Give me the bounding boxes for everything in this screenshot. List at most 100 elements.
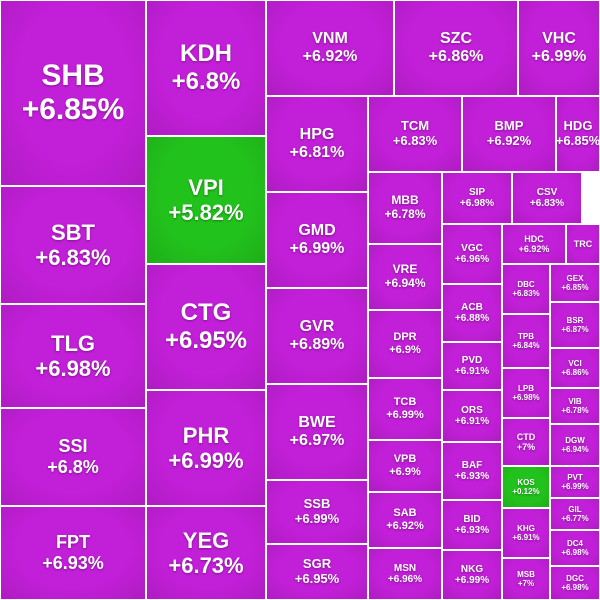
tile-change: +6.99% <box>289 240 345 257</box>
tile-sab[interactable]: SAB +6.92% <box>368 492 442 548</box>
tile-kos[interactable]: KOS +0.12% <box>502 466 550 508</box>
tile-symbol: ACB <box>461 301 483 313</box>
tile-change: +6.89% <box>289 336 345 353</box>
tile-change: +6.9% <box>389 344 421 356</box>
tile-change: +6.99% <box>294 511 340 526</box>
tile-dbc[interactable]: DBC +6.83% <box>502 264 550 314</box>
tile-symbol: TPB <box>518 331 534 341</box>
tile-vgc[interactable]: VGC +6.96% <box>442 224 502 284</box>
tile-fpt[interactable]: FPT +6.93% <box>0 506 146 600</box>
tile-symbol: TLG <box>51 330 95 356</box>
tile-khg[interactable]: KHG +6.91% <box>502 508 550 558</box>
tile-vci[interactable]: VCI +6.86% <box>550 348 600 388</box>
tile-symbol: BAF <box>461 459 483 471</box>
tile-symbol: CSV <box>536 186 558 198</box>
tile-change: +6.78% <box>384 207 426 221</box>
tile-hpg[interactable]: HPG +6.81% <box>266 96 368 192</box>
tile-change: +6.73% <box>168 553 244 578</box>
tile-szc[interactable]: SZC +6.86% <box>394 0 518 96</box>
tile-symbol: VHC <box>542 29 576 47</box>
tile-symbol: HPG <box>299 125 335 143</box>
tile-ssi[interactable]: SSI +6.8% <box>0 408 146 506</box>
tile-change: +6.93% <box>42 553 104 573</box>
tile-bsr[interactable]: BSR +6.87% <box>550 302 600 348</box>
tile-change: +6.93% <box>454 525 490 536</box>
tile-symbol: YEG <box>182 527 230 553</box>
tile-gmd[interactable]: GMD +6.99% <box>266 192 368 288</box>
tile-vpb[interactable]: VPB +6.9% <box>368 440 442 492</box>
tile-symbol: GEX <box>566 273 584 283</box>
tile-change: +6.87% <box>561 325 589 334</box>
tile-change: +6.96% <box>387 574 423 585</box>
tile-gvr[interactable]: GVR +6.89% <box>266 288 368 384</box>
tile-ctg[interactable]: CTG +6.95% <box>146 264 266 390</box>
tile-symbol: VCI <box>568 358 582 368</box>
tile-dgw[interactable]: DGW +6.94% <box>550 424 600 466</box>
tile-dgc[interactable]: DGC +6.98% <box>550 566 600 600</box>
tile-dpr[interactable]: DPR +6.9% <box>368 310 442 378</box>
tile-symbol: SBT <box>51 219 95 245</box>
tile-change: +6.81% <box>289 144 345 161</box>
tile-dc4[interactable]: DC4 +6.98% <box>550 530 600 566</box>
tile-hdg[interactable]: HDG +6.85% <box>556 96 600 172</box>
tile-symbol: BID <box>463 513 481 525</box>
tile-acb[interactable]: ACB +6.88% <box>442 284 502 342</box>
tile-kdh[interactable]: KDH +6.8% <box>146 0 266 136</box>
tile-mbb[interactable]: MBB +6.78% <box>368 172 442 244</box>
tile-sbt[interactable]: SBT +6.83% <box>0 186 146 304</box>
tile-csv[interactable]: CSV +6.83% <box>512 172 582 224</box>
tile-ors[interactable]: ORS +6.91% <box>442 390 502 442</box>
tile-gex[interactable]: GEX +6.85% <box>550 264 600 302</box>
tile-symbol: DGW <box>565 435 585 445</box>
tile-change: +6.93% <box>454 471 490 482</box>
tile-vpi[interactable]: VPI +5.82% <box>146 136 266 264</box>
tile-change: +6.83% <box>529 198 565 209</box>
tile-bmp[interactable]: BMP +6.92% <box>462 96 556 172</box>
tile-vhc[interactable]: VHC +6.99% <box>518 0 600 96</box>
tile-symbol: NKG <box>460 563 484 575</box>
tile-change: +6.91% <box>512 533 540 542</box>
tile-bid[interactable]: BID +6.93% <box>442 500 502 550</box>
tile-symbol: MSN <box>393 562 417 574</box>
tile-symbol: PVD <box>461 354 483 366</box>
tile-change: +6.94% <box>384 276 426 290</box>
tile-symbol: VRE <box>392 262 418 277</box>
tile-phr[interactable]: PHR +6.99% <box>146 390 266 506</box>
tile-change: +6.99% <box>561 482 589 491</box>
tile-vnm[interactable]: VNM +6.92% <box>266 0 394 96</box>
tile-change: +6.97% <box>289 432 345 449</box>
tile-yeg[interactable]: YEG +6.73% <box>146 506 266 600</box>
tile-change: +6.92% <box>486 133 532 148</box>
tile-vre[interactable]: VRE +6.94% <box>368 244 442 310</box>
tile-ssb[interactable]: SSB +6.99% <box>266 480 368 544</box>
tile-change: +6.98% <box>561 583 589 592</box>
tile-hdc[interactable]: HDC +6.92% <box>502 224 566 264</box>
tile-sgr[interactable]: SGR +6.95% <box>266 544 368 600</box>
tile-symbol: DPR <box>393 331 417 344</box>
tile-baf[interactable]: BAF +6.93% <box>442 442 502 500</box>
tile-nkg[interactable]: NKG +6.99% <box>442 550 502 600</box>
tile-change: +6.92% <box>518 244 550 254</box>
tile-symbol: MSB <box>517 569 535 579</box>
tile-shb[interactable]: SHB +6.85% <box>0 0 146 186</box>
tile-tcb[interactable]: TCB +6.99% <box>368 378 442 440</box>
tile-change: +6.83% <box>35 245 111 270</box>
tile-tcm[interactable]: TCM +6.83% <box>368 96 462 172</box>
tile-symbol: SGR <box>302 556 332 572</box>
tile-msb[interactable]: MSB +7% <box>502 558 550 600</box>
tile-change: +5.82% <box>168 200 244 225</box>
tile-msn[interactable]: MSN +6.96% <box>368 548 442 600</box>
tile-change: +0.12% <box>512 487 540 496</box>
tile-trc[interactable]: TRC <box>566 224 600 264</box>
tile-ctd[interactable]: CTD +7% <box>502 418 550 466</box>
tile-bwe[interactable]: BWE +6.97% <box>266 384 368 480</box>
tile-tpb[interactable]: TPB +6.84% <box>502 314 550 368</box>
tile-pvt[interactable]: PVT +6.99% <box>550 466 600 498</box>
tile-gil[interactable]: GIL +6.77% <box>550 498 600 530</box>
tile-lpb[interactable]: LPB +6.98% <box>502 368 550 418</box>
tile-tlg[interactable]: TLG +6.98% <box>0 304 146 408</box>
tile-vib[interactable]: VIB +6.78% <box>550 388 600 424</box>
tile-pvd[interactable]: PVD +6.91% <box>442 342 502 390</box>
tile-sip[interactable]: SIP +6.98% <box>442 172 512 224</box>
